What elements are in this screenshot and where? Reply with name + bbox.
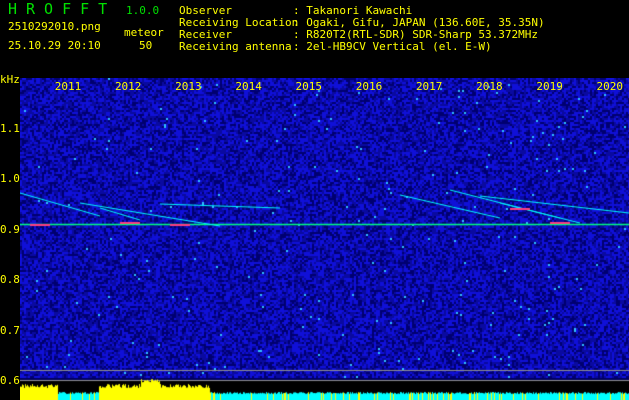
x-tick-label: 2015 [295, 80, 323, 93]
x-tick-label: 2019 [536, 80, 563, 93]
app-version: 1.0.0 [126, 4, 160, 17]
info-observer-label: Observer [179, 4, 232, 17]
y-tick-label: 0.8 [0, 273, 20, 286]
meteor-label: meteor [124, 26, 164, 39]
info-observer-value: : Takanori Kawachi [293, 4, 413, 17]
y-tick-label: 0.7 [0, 323, 20, 337]
info-location-value: : Ogaki, Gifu, JAPAN (136.60E, 35.35N) [293, 16, 545, 29]
info-antenna-label: Receiving antenna [179, 40, 292, 53]
filename: 2510292010.png [8, 20, 101, 33]
info-receiver-label: Receiver [179, 28, 232, 41]
x-tick-label: 2011 [54, 80, 82, 93]
spectrogram [20, 78, 629, 400]
info-location-label: Receiving Location [179, 16, 299, 29]
x-tick-label: 2014 [235, 80, 262, 93]
x-tick-label: 2016 [355, 80, 383, 93]
y-tick-label: 1.1 [0, 121, 20, 135]
x-tick-label: 2012 [114, 80, 142, 93]
y-axis-unit: kHz [0, 73, 20, 86]
info-antenna-value: : 2el-HB9CV Vertical (el. E-W) [293, 40, 492, 53]
y-tick-label: 0.6 [0, 374, 20, 387]
x-tick-label: 2013 [175, 80, 202, 93]
x-tick-label: 2017 [415, 80, 443, 93]
info-receiver-value: : R820T2(RTL-SDR) SDR-Sharp 53.372MHz [293, 28, 539, 41]
x-tick-label: 2020 [596, 80, 624, 93]
x-tick-label: 2018 [476, 80, 503, 93]
y-tick-label: 0.9 [0, 222, 20, 236]
meteor-count: 50 [139, 39, 153, 52]
y-tick-label: 1.0 [0, 172, 20, 185]
app-title: HROFFT [8, 0, 117, 18]
datetime: 25.10.29 20:10 [8, 39, 101, 52]
